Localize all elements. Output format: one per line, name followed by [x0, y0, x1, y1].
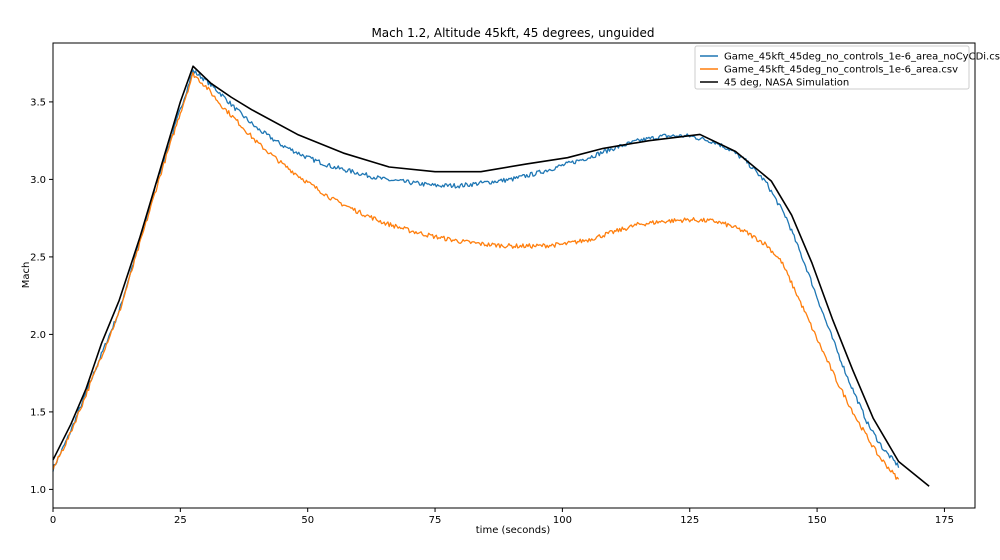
y-axis: 1.0 1.5 2.0 2.5 3.0 3.5: [30, 97, 53, 496]
x-tick-label: 100: [553, 515, 572, 526]
x-tick-label: 125: [680, 515, 699, 526]
y-tick-label: 3.5: [30, 97, 46, 108]
chart-title: Mach 1.2, Altitude 45kft, 45 degrees, un…: [371, 26, 654, 40]
x-tick-label: 50: [301, 515, 314, 526]
x-axis: 0 25 50 75 100 125 150 175: [50, 508, 954, 526]
x-tick-label: 25: [174, 515, 187, 526]
y-tick-label: 2.5: [30, 252, 46, 263]
y-tick-label: 1.0: [30, 485, 46, 496]
x-tick-label: 75: [429, 515, 442, 526]
x-tick-label: 175: [935, 515, 954, 526]
series-line-2: [52, 71, 900, 480]
y-axis-label: Mach: [21, 262, 32, 289]
x-axis-label: time (seconds): [476, 525, 551, 536]
y-tick-label: 3.0: [30, 175, 46, 186]
y-tick-label: 1.5: [30, 407, 46, 418]
series-line-3: [52, 65, 930, 487]
x-tick-label: 150: [808, 515, 827, 526]
legend-label: Game_45kft_45deg_no_controls_1e-6_area_n…: [724, 52, 1000, 63]
legend: Game_45kft_45deg_no_controls_1e-6_area_n…: [694, 45, 1000, 90]
series-layer: [52, 65, 930, 487]
x-tick-label: 0: [50, 515, 56, 526]
y-tick-label: 2.0: [30, 330, 46, 341]
series-line-1: [52, 69, 900, 472]
plot-frame: [52, 42, 976, 509]
legend-label: Game_45kft_45deg_no_controls_1e-6_area.c…: [724, 65, 958, 76]
legend-label: 45 deg, NASA Simulation: [724, 78, 849, 89]
legend-box: [694, 45, 970, 90]
